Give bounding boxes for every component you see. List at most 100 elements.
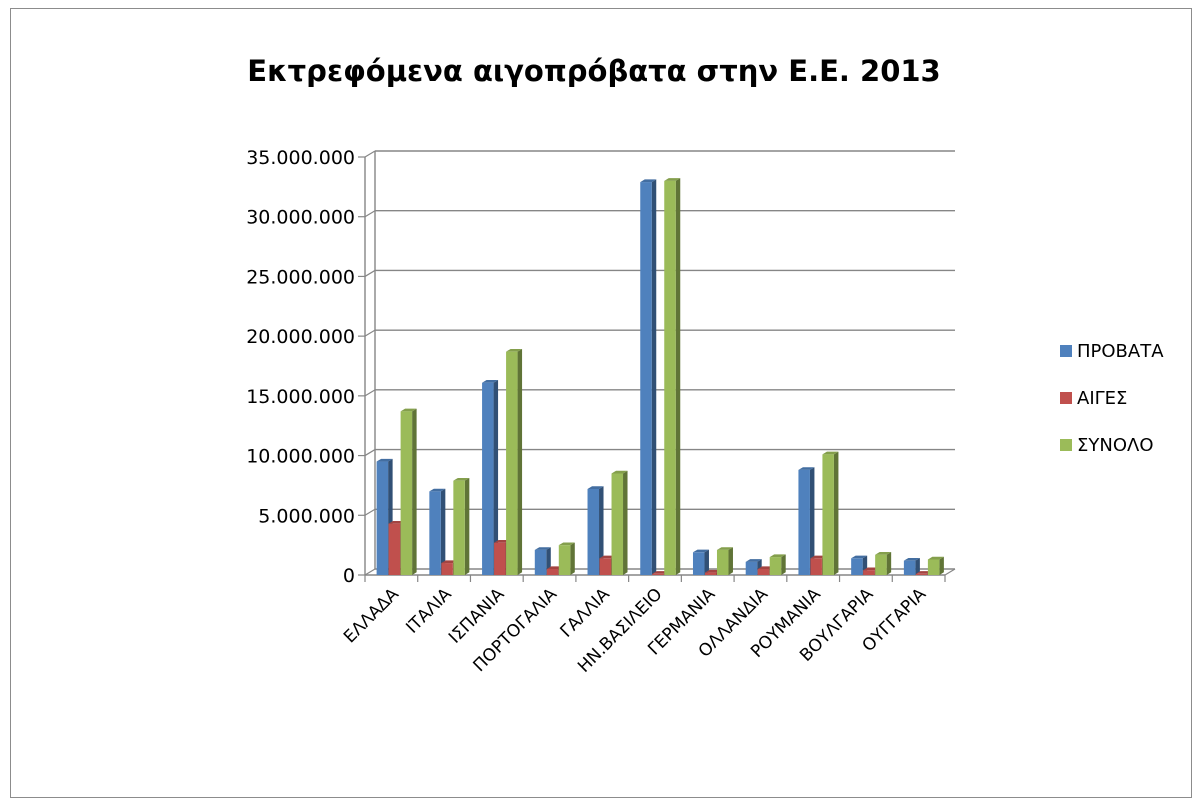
gridline-depth (364, 329, 376, 337)
bar-front (388, 523, 401, 575)
gridline-depth (364, 449, 376, 457)
y-tick-label: 35.000.000 (246, 147, 355, 169)
gridline-depth (364, 389, 376, 397)
bar-front (400, 411, 413, 575)
bar (664, 178, 681, 575)
x-axis-ticks: ΕΛΛΑΔΑ ΙΤΑΛΙΑΙΣΠΑΝΙΑΠΟΡΤΟΓΑΛΙΑΓΑΛΛΙΑΗΝ.ΒΑ… (340, 584, 930, 677)
bar-side (412, 408, 417, 575)
bar (506, 348, 523, 575)
bar-side (939, 556, 944, 575)
bar-side (728, 547, 733, 575)
bar-top (851, 555, 868, 559)
bar-top (798, 467, 815, 470)
bar-front (441, 563, 453, 575)
bar (927, 556, 944, 575)
bar-top (534, 547, 551, 550)
bar-side (704, 549, 709, 575)
bar-front (903, 560, 916, 575)
gridline-depth (364, 269, 376, 277)
bar-top (453, 477, 470, 481)
bar-front (664, 180, 676, 575)
bar-front (704, 572, 717, 575)
bar-side (886, 551, 892, 575)
bar (692, 549, 709, 575)
bar-front (927, 559, 940, 575)
bar-front (376, 461, 389, 575)
bar-top (822, 451, 839, 455)
legend-swatch (1060, 392, 1072, 404)
bar-top (903, 557, 920, 561)
bar-front (798, 469, 810, 575)
bar-top (506, 348, 523, 352)
chart-frame (10, 8, 1192, 798)
bar-front (810, 558, 822, 575)
bars (376, 178, 944, 575)
bar-front (482, 382, 494, 575)
bar-front (611, 473, 624, 575)
bar (429, 488, 446, 575)
bar-top (482, 380, 499, 383)
gridline-depth (364, 508, 376, 516)
bar-front (534, 549, 547, 575)
bar-side (833, 451, 839, 575)
y-tick-label: 5.000.000 (258, 505, 355, 527)
bar-top (429, 488, 446, 492)
bar-front (851, 558, 863, 575)
bar (482, 380, 499, 575)
y-axis-ticks: 0 5.000.000 10.000.000 15.000.000 20.000.000… (246, 147, 355, 587)
bar-front (822, 454, 834, 575)
bar-top (640, 179, 657, 183)
x-axis-depth-line (944, 568, 956, 576)
bar-front (429, 491, 441, 575)
bar-front (692, 552, 705, 575)
axes (358, 151, 956, 582)
bar (716, 547, 733, 575)
bar-side (809, 467, 815, 575)
y-tick-label: 20.000.000 (246, 326, 355, 348)
bar-front (558, 545, 571, 575)
bar-top (692, 549, 709, 553)
legend-swatch (1060, 439, 1072, 451)
gridline-depth (364, 568, 376, 576)
bar-front (453, 480, 465, 575)
bar-top (745, 559, 762, 562)
y-tick-label: 0 (343, 565, 355, 587)
legend-swatch (1060, 345, 1072, 357)
bar-side (623, 470, 628, 575)
bar-top (927, 556, 944, 560)
bar-front (915, 573, 928, 575)
bar-top (558, 542, 575, 546)
bar-front (506, 351, 518, 575)
bar-front (640, 182, 652, 575)
bar-top (400, 408, 417, 412)
gridline-depth (364, 150, 376, 158)
bar-front (546, 569, 559, 575)
bar-side (570, 542, 575, 575)
bar-side (493, 380, 499, 575)
x-tick-label: ΕΛΛΑΔΑ (340, 584, 403, 647)
y-tick-label: 10.000.000 (246, 446, 355, 468)
bar-front (599, 558, 612, 575)
bar-top (611, 470, 628, 474)
y-tick-label: 30.000.000 (246, 207, 355, 229)
bar-front (494, 542, 506, 575)
bar (822, 451, 839, 575)
gridline-depth (364, 210, 376, 218)
bar-front (875, 554, 887, 575)
bar (640, 179, 657, 575)
bar-top (769, 554, 786, 558)
bar-top (587, 486, 604, 490)
bar (903, 557, 920, 575)
legend-label: ΠΡΟΒΑΤΑ (1077, 341, 1164, 362)
bar (798, 467, 815, 575)
bar (875, 551, 892, 575)
chart-title: Εκτρεφόμενα αιγοπρόβατα στην Ε.Ε. 2013 (247, 54, 940, 88)
y-tick-label: 15.000.000 (246, 386, 355, 408)
bar (769, 554, 786, 575)
bar-front (863, 570, 875, 575)
bar-side (464, 477, 470, 575)
bar-top (376, 458, 393, 462)
bar (558, 542, 575, 575)
bar-front (769, 557, 782, 575)
